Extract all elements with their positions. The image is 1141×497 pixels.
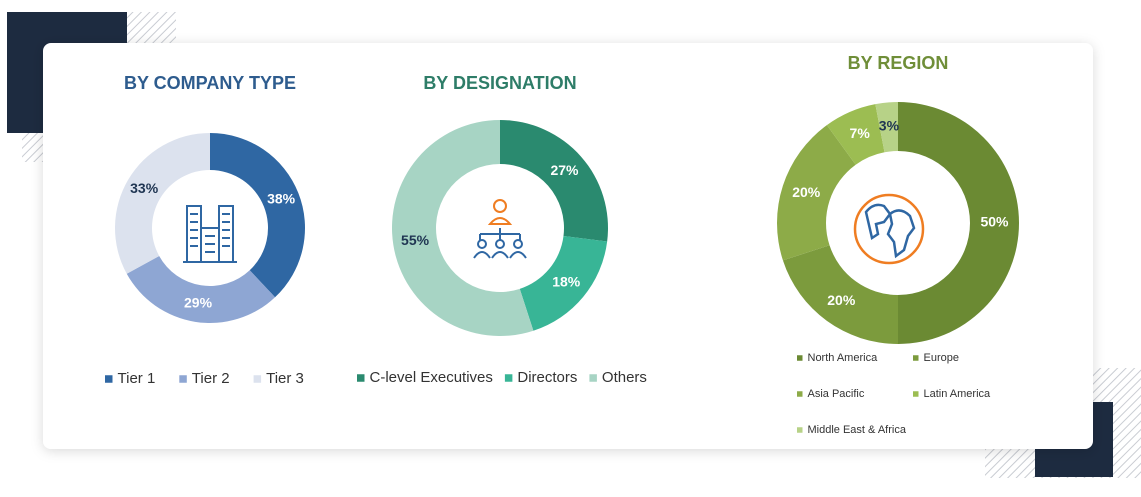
- legend-swatch: [253, 375, 262, 383]
- value-label: 7%: [850, 125, 871, 141]
- donut-slice: [777, 125, 856, 261]
- chart-title: BY DESIGNATION: [423, 73, 576, 93]
- globe-icon: [853, 193, 925, 265]
- legend-label: Asia Pacific: [808, 388, 865, 400]
- legend-label: Latin America: [924, 388, 992, 400]
- legend-swatch: [179, 375, 187, 383]
- value-label: 18%: [552, 274, 581, 290]
- value-label: 20%: [827, 292, 856, 308]
- legend-swatch: [504, 374, 513, 382]
- value-label: 38%: [267, 191, 296, 207]
- donut-slice: [114, 133, 210, 274]
- donut-slice: [782, 245, 898, 344]
- value-label: 27%: [550, 162, 579, 178]
- buildings-icon: [183, 205, 237, 263]
- value-label: 33%: [130, 180, 159, 196]
- donut-slice: [898, 102, 1019, 344]
- legend-swatch: [105, 375, 113, 383]
- value-label: 55%: [401, 232, 430, 248]
- legend-swatch: [357, 374, 365, 382]
- donut-slice: [519, 236, 608, 331]
- donut-slice: [126, 255, 276, 323]
- legend-label: North America: [808, 352, 879, 364]
- legend-label: Others: [602, 369, 647, 386]
- legend-swatch: [797, 427, 803, 433]
- donut-slice: [875, 102, 898, 153]
- chart-title: BY REGION: [848, 53, 949, 73]
- legend-swatch: [913, 391, 919, 397]
- legend-swatch: [913, 355, 919, 361]
- people-icon: [473, 199, 527, 259]
- legend-label: Tier 2: [192, 370, 230, 387]
- legend-label: Tier 1: [118, 370, 156, 387]
- charts: BY COMPANY TYPE 38% 29% 33% Tier 1 Tier 2 Tier…: [105, 53, 1019, 436]
- value-label: 20%: [792, 184, 821, 200]
- donut-slice: [210, 133, 305, 298]
- legend-swatch: [797, 391, 803, 397]
- legend-label: Middle East & Africa: [808, 424, 907, 436]
- legend-label: C-level Executives: [370, 369, 493, 386]
- chart-title: BY COMPANY TYPE: [124, 73, 296, 93]
- legend-swatch: [797, 355, 803, 361]
- value-label: 29%: [184, 294, 213, 310]
- value-label: 50%: [980, 214, 1009, 230]
- value-label: 3%: [879, 118, 900, 134]
- legend-label: Tier 3: [266, 370, 304, 387]
- donut-slice: [500, 120, 608, 242]
- legend-swatch: [589, 374, 597, 382]
- donut-slice: [392, 120, 534, 337]
- donut-slice: [826, 104, 885, 165]
- legend-label: Directors: [517, 369, 577, 386]
- legend-label: Europe: [924, 352, 959, 364]
